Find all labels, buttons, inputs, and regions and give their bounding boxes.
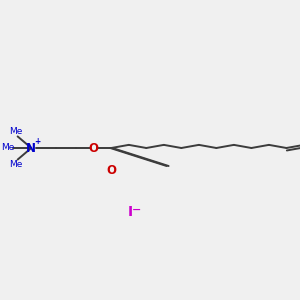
Text: O: O [106,164,116,178]
Text: I: I [128,205,133,219]
Text: +: + [34,137,40,146]
Text: N: N [26,142,36,154]
Text: Me: Me [9,127,22,136]
Text: −: − [132,205,142,215]
Text: O: O [88,142,98,154]
Text: Me: Me [1,143,14,152]
Text: Me: Me [9,160,22,169]
